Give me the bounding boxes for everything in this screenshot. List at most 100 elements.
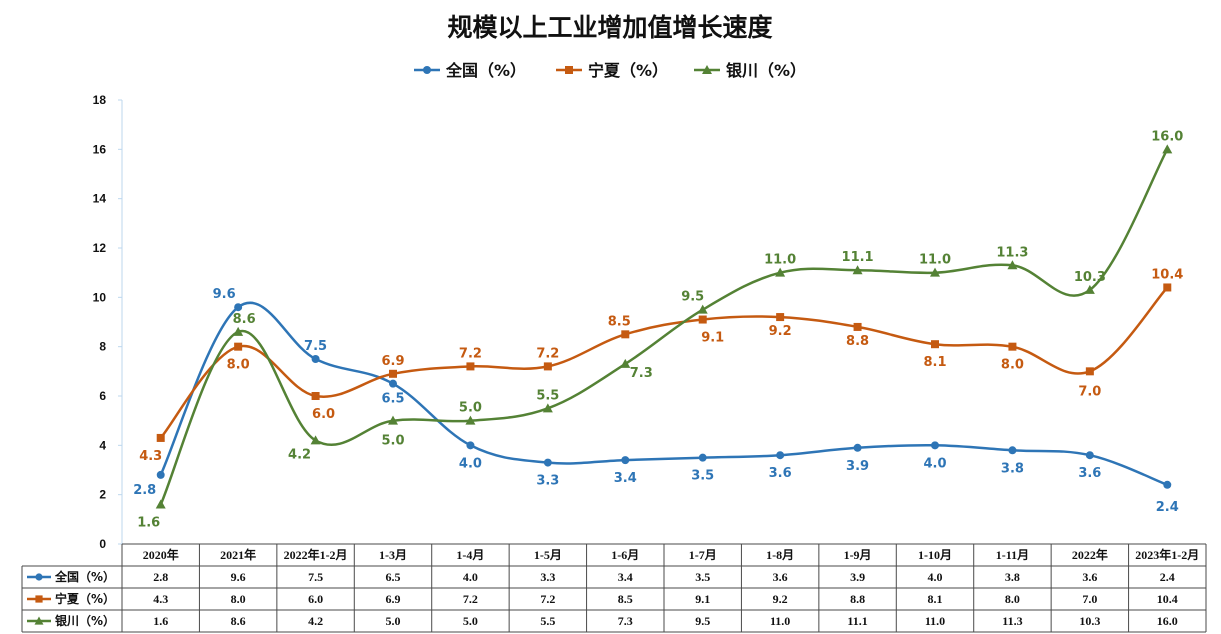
- row-legend-marker: [34, 616, 44, 625]
- y-tick-label: 14: [93, 192, 107, 206]
- legend: 全国（%） 宁夏（%） 银川（%）: [414, 61, 806, 80]
- data-point: [853, 443, 862, 452]
- legend-marker-square: [565, 66, 573, 74]
- data-point: [698, 453, 707, 462]
- data-point: [931, 340, 939, 349]
- data-point: [1008, 342, 1017, 351]
- table-cell: 11.0: [770, 614, 790, 628]
- data-point: [311, 392, 320, 400]
- data-point: [1007, 260, 1018, 270]
- row-label: 全国（%）: [54, 569, 115, 584]
- y-tick-label: 16: [93, 142, 107, 156]
- data-point: [233, 326, 244, 336]
- y-tick-label: 12: [93, 241, 107, 255]
- x-tick-label: 1-9月: [844, 548, 872, 562]
- data-point: [311, 355, 320, 363]
- table-cell: 8.1: [928, 592, 943, 606]
- data-label: 10.4: [1151, 267, 1183, 282]
- data-label: 3.6: [1078, 466, 1101, 481]
- table-cell: 11.1: [847, 614, 867, 628]
- row-label: 宁夏（%）: [55, 591, 115, 606]
- legend-marker-triangle: [702, 65, 712, 74]
- row-label: 银川（%）: [55, 613, 115, 628]
- data-table: 2020年 2021年 2022年1-2月 1-3月 1-4月 1-5月 1-6月 1-7月 1…: [21, 543, 1207, 633]
- table-cell: 11.0: [925, 614, 945, 628]
- table-cell: 7.3: [618, 614, 633, 628]
- x-tick-label: 1-6月: [611, 548, 639, 562]
- legend-label: 全国（%）: [445, 61, 526, 80]
- table-cell: 8.6: [231, 614, 246, 628]
- data-label: 2.4: [1156, 500, 1179, 515]
- table-row-1: 宁夏（%） 4.3 8.0 6.0 6.9 7.2 7.2 8.5 9.1 9.2 8.8 8.1 8.…: [27, 591, 1178, 606]
- table-cell: 7.5: [308, 570, 323, 584]
- legend-marker-circle: [423, 66, 431, 74]
- data-label: 4.0: [923, 456, 946, 471]
- legend-label: 银川（%）: [726, 61, 806, 80]
- table-cell: 5.0: [463, 614, 478, 628]
- data-label: 6.0: [312, 407, 335, 422]
- data-label: 7.5: [304, 339, 327, 354]
- table-cell: 2.4: [1160, 570, 1175, 584]
- data-point: [1085, 367, 1094, 376]
- y-tick-label: 10: [93, 290, 107, 304]
- data-label: 11.0: [764, 253, 796, 268]
- data-point: [1162, 144, 1173, 154]
- data-label: 4.3: [139, 449, 162, 464]
- data-point: [775, 267, 786, 277]
- data-label: 4.0: [459, 456, 482, 471]
- table-cell: 8.0: [1005, 592, 1020, 606]
- y-tick-label: 4: [99, 438, 106, 452]
- table-cell: 4.0: [928, 570, 943, 584]
- data-label: 5.5: [536, 388, 559, 403]
- table-cell: 7.2: [463, 592, 478, 606]
- data-point: [621, 456, 630, 465]
- data-label: 7.2: [459, 346, 482, 361]
- data-label: 8.6: [233, 312, 256, 327]
- data-label: 9.5: [681, 290, 704, 305]
- table-cell: 3.6: [1082, 570, 1097, 584]
- table-cell: 11.3: [1002, 614, 1022, 628]
- x-tick-label: 1-4月: [456, 548, 484, 562]
- legend-item-1: 宁夏（%）: [556, 61, 668, 80]
- data-point: [931, 441, 939, 450]
- data-point: [234, 342, 243, 351]
- data-label: 8.0: [227, 358, 250, 373]
- x-tick-label: 1-11月: [996, 548, 1029, 562]
- data-label: 7.3: [630, 366, 653, 381]
- data-point: [543, 458, 552, 467]
- data-point: [1084, 284, 1095, 294]
- data-point: [466, 362, 475, 371]
- table-cell: 4.0: [463, 570, 478, 584]
- x-tick-label: 1-7月: [689, 548, 717, 562]
- table-cell: 8.0: [231, 592, 246, 606]
- y-tick-label: 8: [99, 340, 106, 354]
- data-label: 8.1: [923, 355, 946, 370]
- table-cell: 6.5: [386, 570, 401, 584]
- table-cell: 8.8: [850, 592, 865, 606]
- data-point: [234, 303, 243, 312]
- table-cell: 10.3: [1079, 614, 1100, 628]
- data-label: 8.8: [846, 334, 869, 349]
- y-tick-label: 0: [99, 537, 106, 551]
- data-label: 4.2: [288, 447, 311, 462]
- data-point: [1008, 446, 1017, 455]
- table-cell: 9.6: [231, 570, 246, 584]
- table-cell: 8.5: [618, 592, 633, 606]
- table-cell: 6.0: [308, 592, 323, 606]
- data-point: [698, 315, 707, 324]
- data-label: 5.0: [381, 434, 404, 449]
- data-label: 11.0: [919, 253, 951, 268]
- data-label: 8.0: [1001, 358, 1024, 373]
- table-cell: 10.4: [1157, 592, 1178, 606]
- data-point: [466, 441, 475, 450]
- x-tick-label: 2022年: [1072, 547, 1108, 562]
- table-cell: 4.2: [308, 614, 323, 628]
- data-label: 3.4: [614, 471, 637, 486]
- plot-area: 0 2 4 6 8 10 12 14 16 18: [93, 93, 123, 551]
- data-label: 11.3: [996, 245, 1028, 260]
- data-point: [310, 435, 321, 445]
- table-row-2: 银川（%） 1.6 8.6 4.2 5.0 5.0 5.5 7.3 9.5 11.0 11.1 11.…: [27, 613, 1178, 628]
- chart-title: 规模以上工业增加值增长速度: [447, 13, 772, 42]
- table-cell: 9.1: [695, 592, 710, 606]
- x-tick-label: 1-3月: [379, 548, 407, 562]
